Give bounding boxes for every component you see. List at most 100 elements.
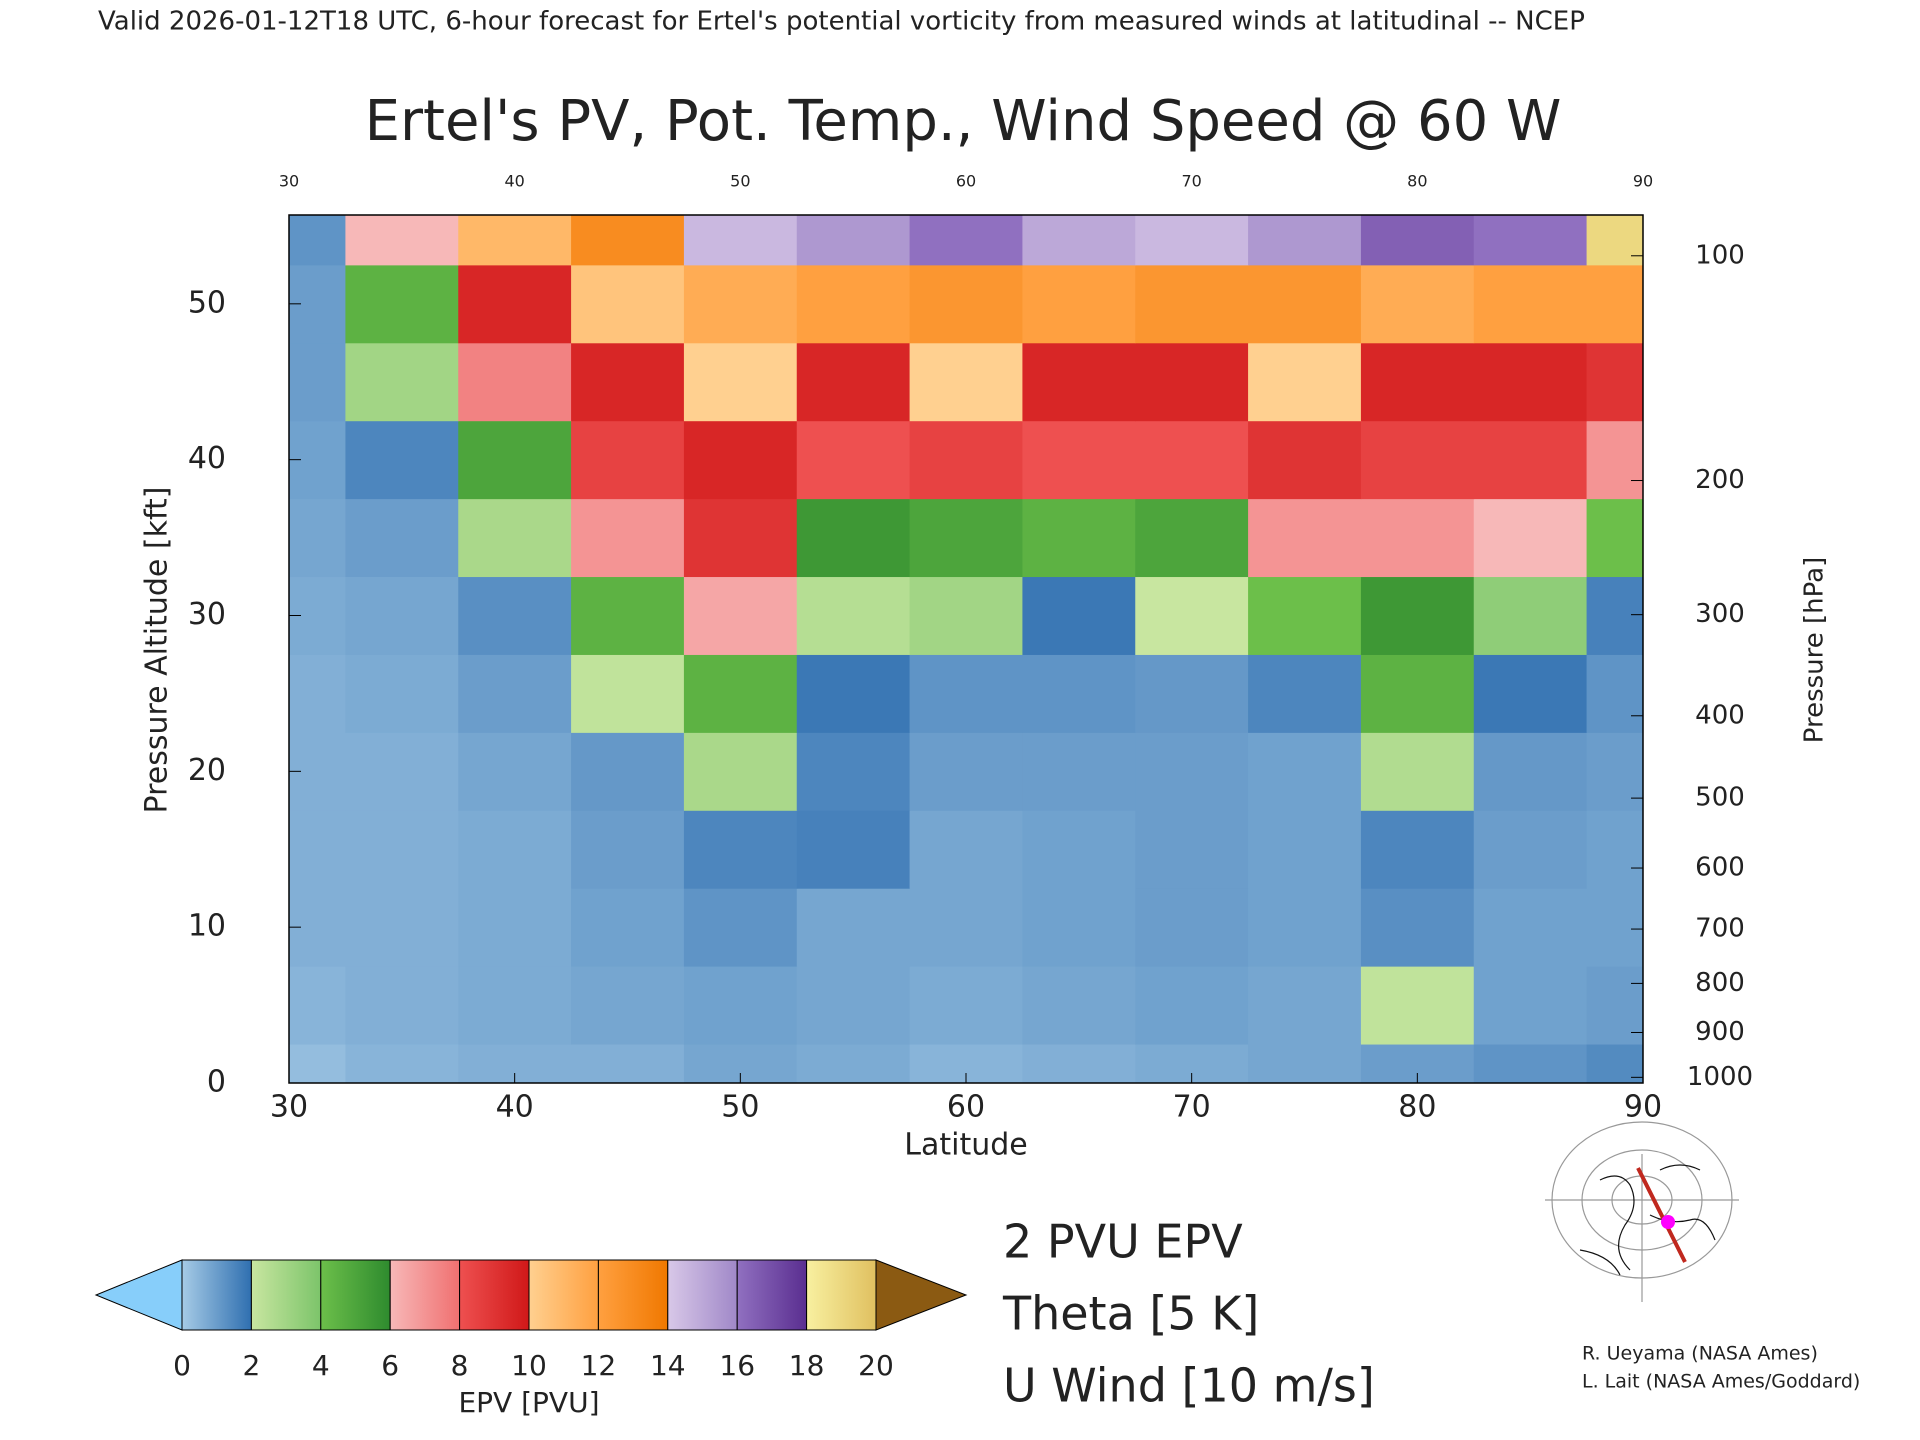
cell [1473,576,1588,655]
cell [1135,810,1249,889]
cell [683,654,798,733]
colorbar-segment [597,1259,669,1331]
cell [796,498,911,578]
x-tick-label: 60 [947,1090,985,1125]
colorbar-segment [806,1259,877,1331]
cell [345,732,459,811]
cell [345,654,459,733]
cell [1360,264,1475,344]
cell [458,732,572,811]
cell [571,1044,685,1083]
y2-tick-label: 700 [1695,914,1745,944]
credit: L. Lait (NASA Ames/Goddard) [1582,1371,1860,1393]
cell [289,1044,346,1083]
y-tick-label: 50 [188,285,226,320]
cell [909,498,1023,578]
cell [909,342,1023,422]
x-tick-label: 90 [1624,1090,1662,1125]
y2-tick-label: 600 [1695,853,1745,883]
x-tick-label: 70 [1173,1090,1211,1125]
legend-entry: 2 PVU EPV [1003,1215,1243,1269]
colorbar-under [94,1259,183,1331]
cell [458,420,572,500]
cell [571,215,685,266]
cell [571,810,685,889]
cell [1248,966,1362,1045]
colorbar-tick-label: 12 [581,1349,617,1382]
cell [683,264,798,344]
colorbar-tick-label: 10 [511,1349,547,1382]
cell [1586,342,1643,422]
cell [1360,420,1475,500]
x-top-tick-label: 70 [1181,172,1201,191]
cell [1248,264,1362,344]
y2-tick-label: 500 [1695,783,1745,813]
cell [1022,576,1136,655]
x-top-tick-label: 90 [1633,172,1653,191]
cell [345,1044,459,1083]
colorbar-segment [736,1259,808,1331]
cell [1022,264,1136,344]
cell [1022,420,1136,500]
heatmap [289,215,1643,1083]
cell [345,498,459,578]
cell [1473,420,1588,500]
cell [345,888,459,967]
cell [1360,576,1475,655]
x-top-tick-label: 50 [730,172,750,191]
cell [796,1044,911,1083]
cell [1135,576,1249,655]
legend-entry: Theta [5 K] [1002,1287,1259,1341]
cell [1473,654,1588,733]
cell [571,420,685,500]
cell [909,888,1023,967]
colorbar-segment [181,1259,252,1331]
cell [1135,498,1249,578]
cell [1473,810,1588,889]
cell [683,810,798,889]
cell [1022,342,1136,422]
cell [289,215,346,266]
colorbar-tick-label: 20 [858,1349,894,1382]
cell [1473,1044,1588,1083]
cell [458,215,572,266]
cell [1586,264,1643,344]
cell [571,888,685,967]
cell [909,654,1023,733]
cell [1586,498,1643,578]
suptitle: Valid 2026-01-12T18 UTC, 6-hour forecast… [98,7,1585,37]
cell [796,654,911,733]
cell [1473,966,1588,1045]
cell [683,215,798,266]
cell [571,654,685,733]
cell [796,264,911,344]
y2-axis-label: Pressure [hPa] [1800,557,1830,744]
cell [458,966,572,1045]
colorbar-segment [250,1259,322,1331]
y-tick-label: 0 [207,1065,226,1100]
cell [1248,215,1362,266]
cell [796,342,911,422]
cell [1248,1044,1362,1083]
cell [289,498,346,578]
cell [796,810,911,889]
legend-entry: U Wind [10 m/s] [1003,1359,1375,1413]
y-tick-label: 30 [188,597,226,632]
cell [909,215,1023,266]
cell [1360,498,1475,578]
cell [683,498,798,578]
cell [1360,342,1475,422]
cell [458,264,572,344]
cell [909,576,1023,655]
cell [345,966,459,1045]
cell [1360,732,1475,811]
cell [289,342,346,422]
colorbar-segment [389,1259,461,1331]
cell [1135,966,1249,1045]
x-tick-label: 50 [721,1090,759,1125]
cell [1248,498,1362,578]
cell [683,732,798,811]
cell [458,888,572,967]
colorbar-tick-label: 14 [650,1349,686,1382]
y-tick-label: 20 [188,753,226,788]
